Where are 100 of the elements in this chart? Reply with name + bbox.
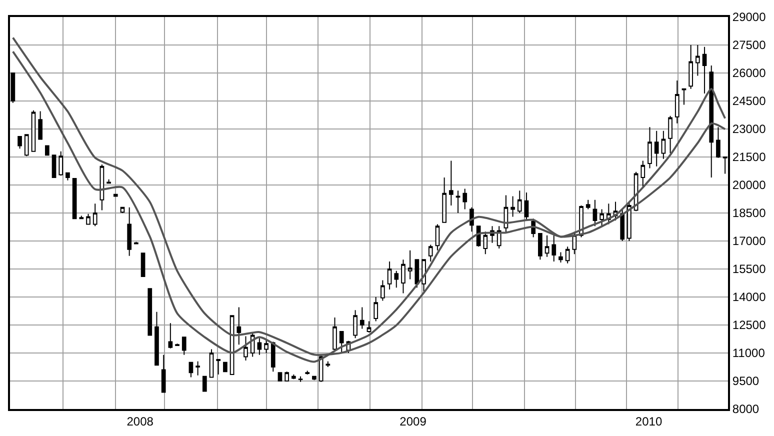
candlestick bbox=[442, 177, 446, 223]
candlestick bbox=[318, 354, 324, 382]
candlestick bbox=[168, 322, 173, 349]
candlestick bbox=[654, 130, 659, 167]
candlestick bbox=[517, 190, 522, 214]
candlestick bbox=[374, 296, 378, 322]
candlestick bbox=[674, 80, 680, 124]
candlestick bbox=[24, 134, 29, 157]
candlestick bbox=[394, 270, 399, 288]
candlestick bbox=[688, 44, 694, 90]
candlestick bbox=[668, 115, 672, 154]
candlestick bbox=[586, 199, 590, 210]
candlestick bbox=[134, 241, 138, 244]
candlestick bbox=[58, 150, 64, 176]
candlestick bbox=[462, 188, 468, 210]
candlestick bbox=[92, 203, 98, 227]
y-tick-label: 14000 bbox=[732, 290, 766, 304]
candlestick bbox=[305, 370, 310, 375]
y-tick-label: 27500 bbox=[732, 38, 766, 52]
candlestick bbox=[52, 154, 56, 178]
candlestick bbox=[510, 196, 515, 218]
candlestick bbox=[209, 348, 214, 378]
candlestick bbox=[565, 246, 570, 264]
candlestick bbox=[148, 288, 152, 336]
candlestick bbox=[366, 320, 372, 333]
candlestick bbox=[456, 190, 460, 214]
candlestick bbox=[435, 224, 440, 251]
candlestick bbox=[524, 192, 529, 220]
y-tick-label: 15500 bbox=[732, 262, 766, 276]
candlestick bbox=[538, 233, 542, 260]
candlestick bbox=[244, 336, 248, 361]
candlestick bbox=[448, 160, 454, 206]
candlestick bbox=[620, 208, 625, 242]
candlestick bbox=[558, 252, 563, 263]
candlestick bbox=[640, 160, 646, 188]
candlestick bbox=[332, 317, 337, 352]
candlestick bbox=[72, 178, 77, 220]
y-tick-label: 9500 bbox=[732, 374, 760, 388]
candlestick bbox=[401, 259, 406, 294]
candlestick bbox=[79, 215, 84, 220]
candlestick bbox=[216, 359, 221, 375]
y-tick-label: 23000 bbox=[732, 122, 766, 136]
candlestick bbox=[278, 372, 282, 382]
candlestick bbox=[196, 360, 200, 376]
candlestick bbox=[627, 201, 632, 242]
candlestick bbox=[572, 231, 577, 255]
candlestick bbox=[709, 65, 714, 178]
candlestick bbox=[223, 362, 228, 372]
y-tick-label: 12500 bbox=[732, 318, 766, 332]
candlestick bbox=[127, 206, 132, 256]
x-tick-label: 2009 bbox=[400, 414, 427, 428]
candlestick bbox=[161, 354, 166, 393]
x-tick-label: 2010 bbox=[635, 414, 662, 428]
candlestick bbox=[552, 234, 556, 262]
candlestick bbox=[31, 110, 36, 152]
candlestick bbox=[353, 310, 358, 339]
y-tick-label: 8000 bbox=[732, 402, 760, 416]
y-tick-label: 17000 bbox=[732, 234, 766, 248]
candlestick bbox=[154, 311, 159, 366]
candlestick bbox=[326, 360, 330, 368]
candlestick bbox=[428, 244, 433, 262]
candlestick bbox=[696, 44, 700, 76]
candlestick bbox=[312, 376, 316, 381]
candlestick bbox=[292, 374, 296, 380]
candlestick bbox=[18, 136, 22, 150]
candlestick bbox=[140, 252, 146, 277]
candlestick bbox=[236, 306, 242, 346]
candlestick bbox=[182, 336, 186, 356]
candlestick bbox=[284, 371, 290, 382]
y-tick-label: 26000 bbox=[732, 66, 766, 80]
y-tick-label: 29000 bbox=[732, 10, 766, 24]
candlestick bbox=[387, 261, 392, 290]
candlestick bbox=[408, 250, 412, 280]
y-tick-label: 20000 bbox=[732, 178, 766, 192]
candlestick bbox=[10, 72, 16, 104]
candlestick bbox=[175, 343, 180, 346]
candlestick bbox=[257, 338, 262, 356]
y-tick-label: 18500 bbox=[732, 206, 766, 220]
candlestick bbox=[202, 376, 207, 392]
candlestick bbox=[66, 172, 70, 181]
candlestick bbox=[360, 306, 364, 330]
candlestick bbox=[270, 341, 276, 372]
candlestick bbox=[188, 362, 194, 378]
candlestick bbox=[264, 339, 268, 354]
candlestick bbox=[702, 46, 707, 94]
candlestick bbox=[339, 331, 344, 354]
candlestick bbox=[592, 199, 598, 227]
candlestick bbox=[661, 130, 666, 160]
y-tick-label: 21500 bbox=[732, 150, 766, 164]
candlestick bbox=[106, 178, 111, 184]
candlestick bbox=[483, 231, 488, 255]
candlestick bbox=[380, 280, 385, 302]
y-tick-label: 24500 bbox=[732, 94, 766, 108]
candlestick bbox=[600, 208, 604, 227]
candlestick bbox=[716, 126, 720, 158]
candlestick bbox=[648, 126, 652, 169]
candlestick bbox=[44, 145, 50, 156]
candlestick bbox=[38, 110, 42, 140]
y-tick-label: 11000 bbox=[732, 346, 766, 360]
candlestick bbox=[682, 88, 686, 106]
